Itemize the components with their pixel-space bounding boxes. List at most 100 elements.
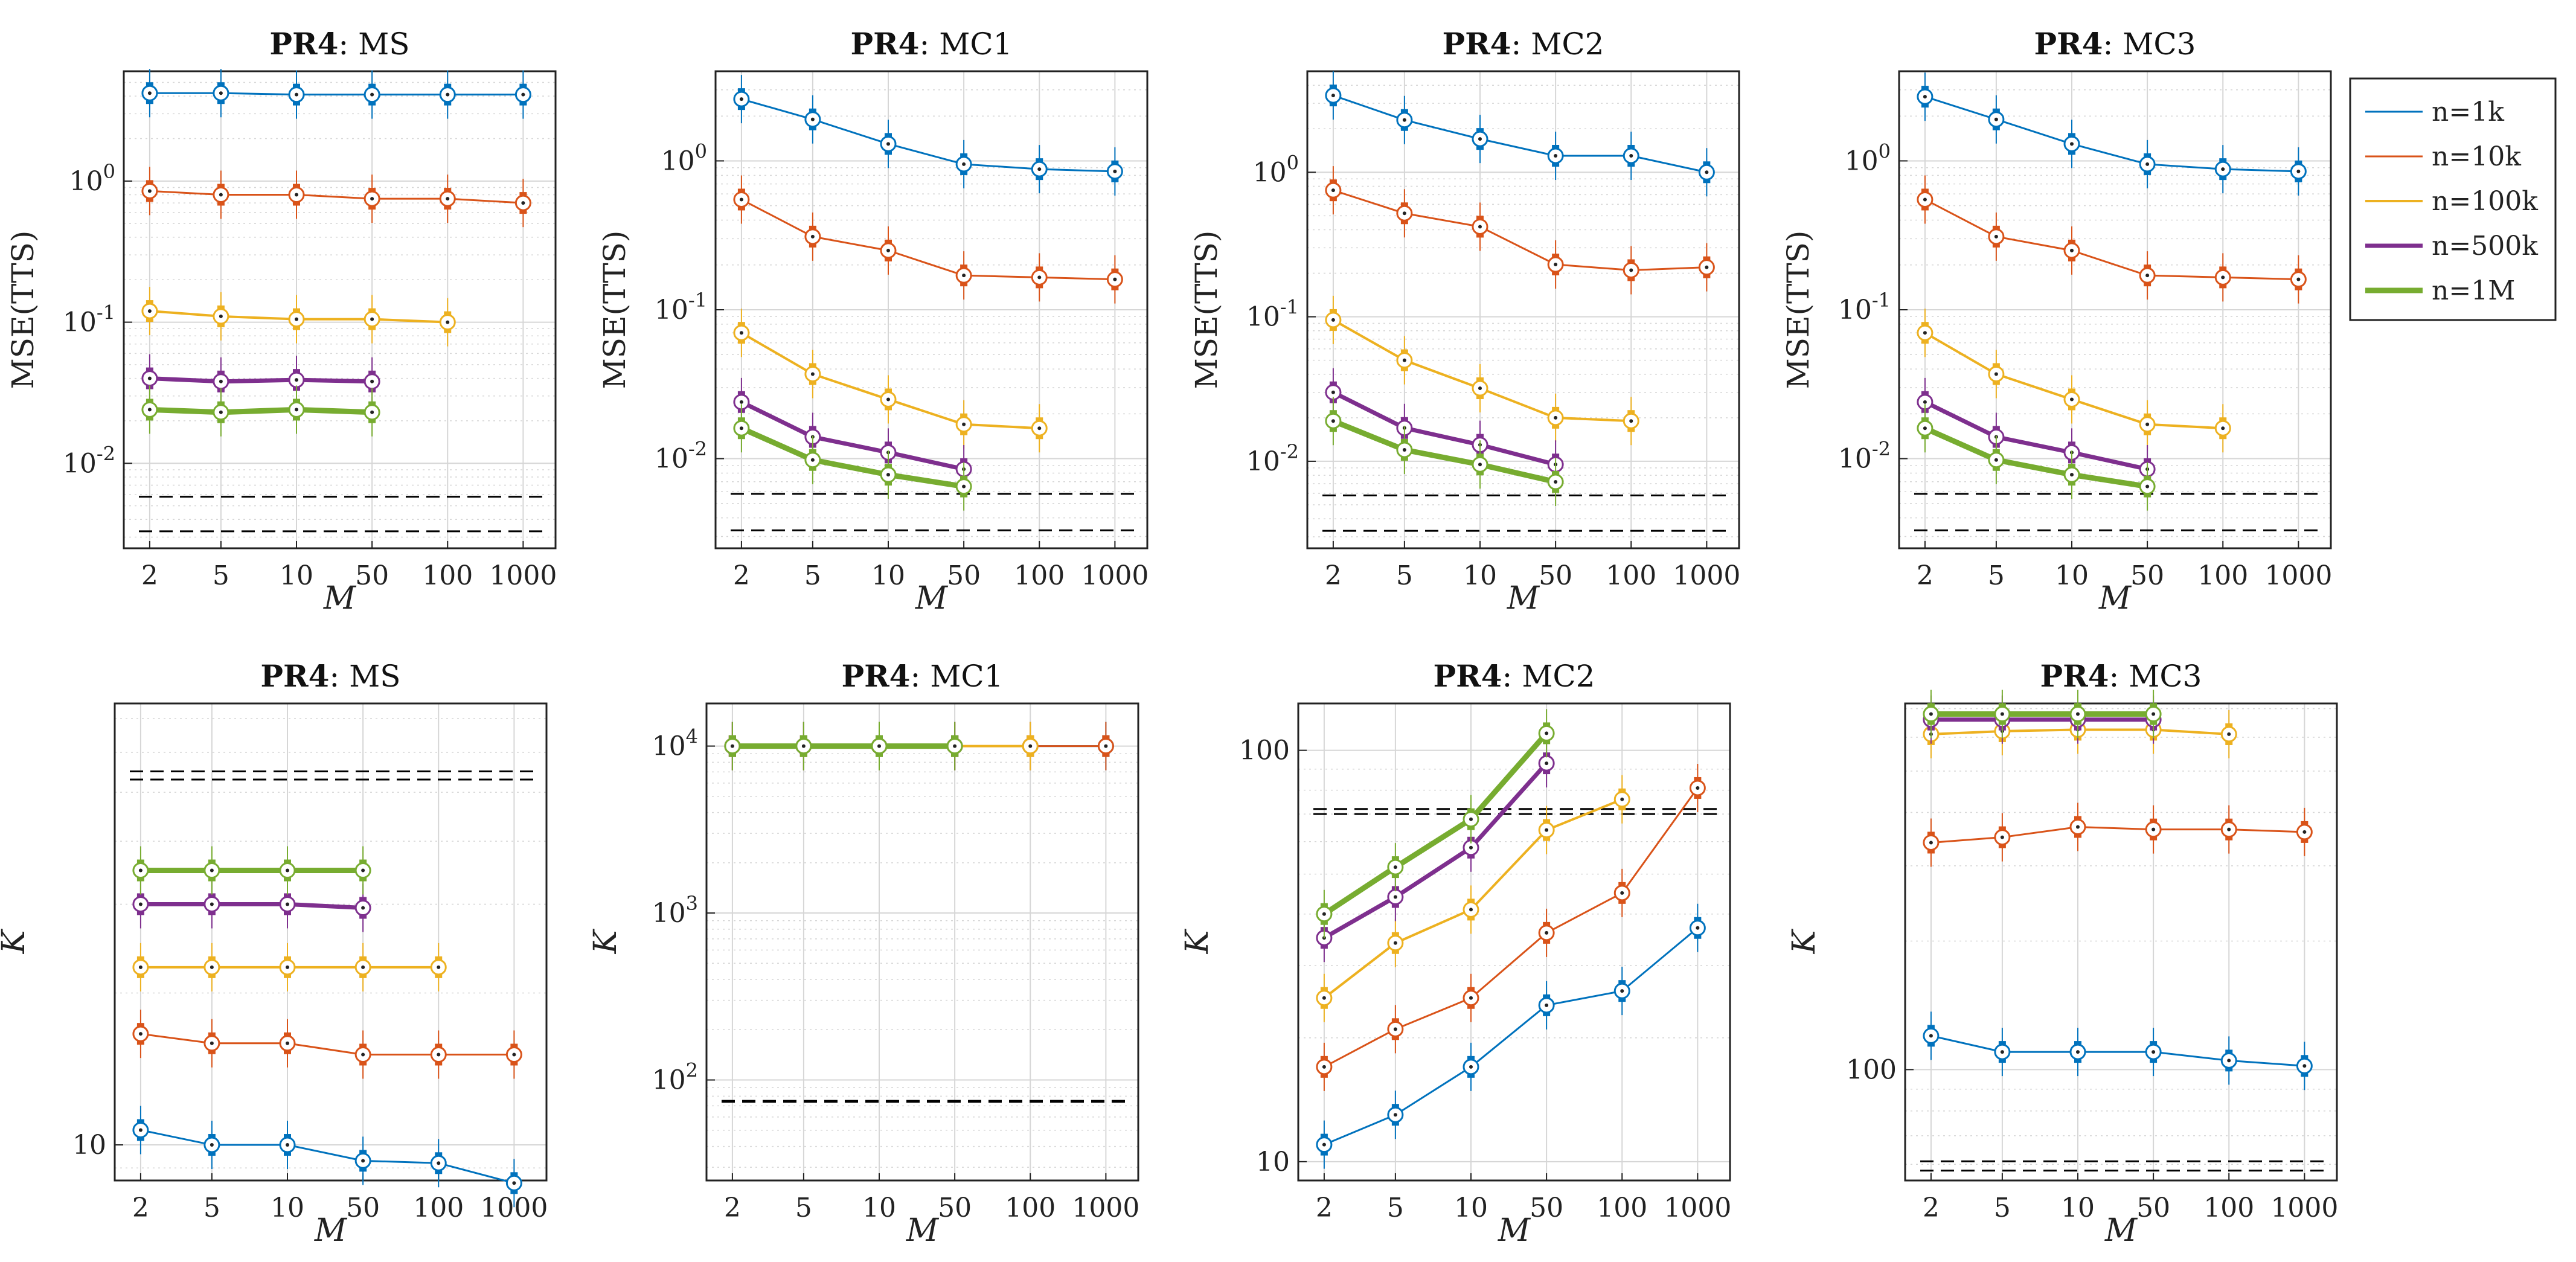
data-point-center <box>295 317 298 321</box>
y-tick-exponent: 0 <box>695 139 707 162</box>
x-tick-label: 50 <box>938 1193 972 1223</box>
series-line-n=1k <box>149 92 524 96</box>
chart-title-rest: : MC1 <box>910 659 1003 694</box>
data-point-center <box>295 408 298 412</box>
x-tick-label: 10 <box>1454 1193 1488 1223</box>
data-point-center <box>801 744 806 748</box>
data-point-center <box>2000 1050 2004 1054</box>
data-point-center <box>370 379 374 383</box>
data-point-center <box>2302 1064 2307 1068</box>
data-point-center <box>1113 277 1117 281</box>
data-point-center <box>1037 426 1042 431</box>
series-line-n=500k <box>740 400 964 472</box>
data-point-center <box>962 422 966 426</box>
y-tick-exponent: 4 <box>686 725 698 748</box>
data-point-center <box>1402 211 1406 216</box>
data-point-center <box>1545 731 1549 735</box>
data-point-center <box>437 1161 441 1165</box>
data-point-center <box>1923 197 1927 202</box>
data-point-center <box>739 97 743 101</box>
chart-title-rest: : MS <box>338 27 409 62</box>
y-tick-base: 10 <box>655 295 688 325</box>
y-tick-label: 10-2 <box>1838 438 1891 475</box>
data-point-center <box>1705 265 1709 269</box>
x-axis-label: M <box>2104 1212 2138 1249</box>
data-point-center <box>1929 712 1933 716</box>
data-point-center <box>147 376 152 380</box>
chart-title-bold: PR4 <box>842 658 911 694</box>
data-point-center <box>1322 1065 1326 1069</box>
data-point-center <box>2296 277 2301 281</box>
y-tick-base: 10 <box>652 898 686 929</box>
x-tick-label: 100 <box>1597 1193 1647 1223</box>
legend: n=1k n=10k n=100k n=500k n=1M <box>2349 77 2557 321</box>
series-line-n=500k <box>1924 400 2148 472</box>
data-point-center <box>138 1128 143 1132</box>
data-point-center <box>1923 426 1927 431</box>
chart-title: PR4: MS <box>260 658 400 694</box>
data-point-center <box>886 473 890 477</box>
chart-title-bold: PR4 <box>2040 658 2109 694</box>
data-point-center <box>1923 400 1927 404</box>
y-tick-base: 10 <box>652 1065 686 1096</box>
y-tick-base: 10 <box>1838 295 1872 325</box>
x-tick-label: 2 <box>1325 560 1342 591</box>
y-tick-base: 10 <box>63 307 97 338</box>
data-point-center <box>1994 234 1998 239</box>
series-line-n=10k <box>1930 825 2305 844</box>
series-line-n=1k <box>1930 1034 2305 1067</box>
y-tick-label: 100 <box>661 139 707 176</box>
data-point-center <box>2151 712 2156 716</box>
data-point-center <box>2076 712 2080 716</box>
legend-label: n=100k <box>2432 186 2538 217</box>
series-line-n=500k <box>1323 761 1548 940</box>
data-point-center <box>1393 895 1397 899</box>
data-point-center <box>1478 386 1482 391</box>
data-point-center <box>730 744 734 748</box>
data-point-center <box>210 902 214 906</box>
x-tick-label: 1000 <box>1072 1193 1139 1223</box>
data-point-center <box>739 426 743 431</box>
data-point-center <box>370 317 374 321</box>
x-tick-label: 1000 <box>489 560 557 591</box>
y-axis-label: K <box>1786 928 1822 954</box>
data-point-center <box>1478 225 1482 229</box>
data-point-center <box>1331 188 1335 193</box>
y-tick-label: 100 <box>1845 139 1891 176</box>
data-point-center <box>1402 358 1406 362</box>
data-point-center <box>1478 137 1482 141</box>
chart-panel-8: PR4: MC3 2 5 10 50 100 1000 M 100 K <box>1786 658 2338 1249</box>
data-point-center <box>1322 996 1326 1000</box>
axes-box <box>1297 702 1731 1182</box>
x-tick-label: 2 <box>724 1193 741 1223</box>
chart-title: PR4: MC1 <box>842 658 1004 694</box>
data-point-center <box>210 1143 214 1147</box>
data-point-center <box>1696 926 1700 930</box>
data-point-center <box>210 965 214 969</box>
chart-title-rest: : MC2 <box>1511 27 1604 62</box>
x-tick-label: 2 <box>132 1193 149 1223</box>
x-tick-label: 100 <box>2203 1193 2254 1223</box>
y-tick-label: 100 <box>1846 1054 1897 1085</box>
data-point-center <box>1705 170 1709 175</box>
series-line-n=500k <box>149 376 373 384</box>
data-point-center <box>2145 484 2150 488</box>
series-line-n=1M <box>1924 426 2148 490</box>
series-line-n=10k <box>140 1033 514 1056</box>
chart-title: PR4: MC2 <box>1434 658 1595 694</box>
data-point-center <box>962 484 966 488</box>
data-point-center <box>147 408 152 412</box>
chart-title-rest: : MS <box>329 659 400 694</box>
x-tick-label: 2 <box>1316 1193 1333 1223</box>
data-point-center <box>361 1052 365 1057</box>
data-point-center <box>1554 263 1558 267</box>
data-point-center <box>2145 162 2150 166</box>
data-point-center <box>1028 744 1033 748</box>
x-tick-label: 50 <box>947 560 981 591</box>
data-point-center <box>2221 275 2225 280</box>
data-point-center <box>1696 786 1700 790</box>
x-tick-label: 50 <box>346 1193 380 1223</box>
data-point-center <box>2227 1059 2231 1063</box>
x-tick-label: 1000 <box>1081 560 1149 591</box>
data-point-center <box>2296 169 2301 173</box>
